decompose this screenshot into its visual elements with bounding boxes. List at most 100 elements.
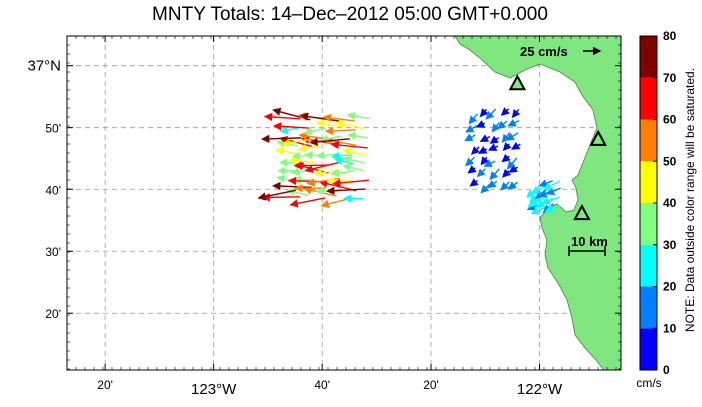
current-vector <box>289 197 326 208</box>
colorbar-segment <box>640 161 657 203</box>
current-vector <box>487 143 499 151</box>
current-vector <box>487 179 498 189</box>
colorbar-segment <box>640 244 657 287</box>
current-vector <box>324 126 356 136</box>
chart-title: MNTY Totals: 14–Dec–2012 05:00 GMT+0.000 <box>152 4 548 25</box>
current-vector <box>288 156 316 165</box>
current-vector <box>483 159 496 167</box>
current-vector <box>469 178 479 187</box>
current-vector <box>502 168 511 178</box>
current-vector <box>508 164 519 173</box>
x-tick-label: 40' <box>314 378 330 392</box>
colorbar-segment <box>640 203 657 245</box>
colorbar-segment <box>640 286 657 329</box>
colorbar-note: NOTE: Data outside color range will be s… <box>683 68 697 332</box>
current-vector <box>272 122 310 131</box>
current-vector <box>335 119 364 130</box>
current-vector <box>502 141 512 152</box>
colorbar-tick-label: 60 <box>663 113 677 127</box>
current-vector <box>505 132 519 141</box>
current-vector <box>489 168 500 181</box>
site-south-marker <box>573 204 591 221</box>
site-east-marker <box>589 129 607 146</box>
current-vector <box>342 147 368 157</box>
current-vector <box>507 118 520 127</box>
colorbar-tick-label: 40 <box>663 196 677 210</box>
current-vector <box>507 181 519 190</box>
y-tick-label: 37°N <box>27 58 61 75</box>
scale-vector-label: 25 cm/s <box>520 44 568 59</box>
colorbar-segment <box>640 77 657 120</box>
scale-bar: 10 km <box>568 234 608 256</box>
scale-vector: 25 cm/s <box>520 44 602 59</box>
current-vectors <box>257 107 561 215</box>
current-vector <box>541 196 561 205</box>
radar-sites <box>508 74 607 221</box>
current-vector <box>468 113 478 125</box>
colorbar-segment <box>640 119 657 162</box>
current-vector <box>464 133 476 142</box>
colorbar-unit: cm/s <box>636 376 661 390</box>
current-vector <box>279 125 299 135</box>
current-vector <box>322 113 355 123</box>
current-vector <box>326 186 366 196</box>
current-vector <box>465 124 478 133</box>
current-vector <box>501 153 511 163</box>
colorbar-tick-label: 30 <box>663 238 677 252</box>
x-tick-label: 122°W <box>517 381 563 398</box>
current-vector <box>346 111 370 121</box>
current-vector <box>544 204 561 213</box>
colorbar-tick-label: 20 <box>663 280 677 294</box>
coastline-land <box>454 36 621 370</box>
colorbar-tick-label: 70 <box>663 71 677 85</box>
scale-bar-label: 10 km <box>571 234 608 249</box>
colorbar-segment <box>640 328 657 370</box>
current-vector <box>476 168 486 178</box>
current-vector <box>465 156 475 167</box>
current-vector <box>470 146 480 155</box>
current-vector <box>500 107 510 116</box>
current-vector <box>303 127 326 136</box>
current-vector <box>263 112 301 122</box>
current-vector <box>261 193 301 202</box>
site-north-marker <box>508 74 527 91</box>
colorbar-segment <box>640 36 657 78</box>
current-vector <box>309 137 350 147</box>
colorbar-tick-label: 50 <box>663 154 677 168</box>
current-vector <box>467 165 477 174</box>
current-vector <box>332 178 370 188</box>
y-tick-label: 40' <box>45 183 61 197</box>
current-vector <box>497 120 508 130</box>
current-vector <box>511 108 521 119</box>
current-vector <box>330 140 368 150</box>
colorbar-tick-label: 10 <box>663 321 677 335</box>
plot-frame <box>66 35 622 371</box>
current-vector <box>510 141 521 150</box>
current-vector <box>257 189 296 201</box>
x-tick-label: 20' <box>97 378 113 392</box>
y-tick-label: 30' <box>45 245 61 259</box>
y-tick-label: 50' <box>45 122 61 136</box>
current-vector <box>475 120 486 128</box>
current-vector <box>299 112 339 122</box>
current-vector <box>319 134 341 143</box>
current-vector <box>506 157 518 170</box>
current-vector <box>489 135 500 144</box>
current-vector <box>272 181 312 191</box>
current-vector <box>342 155 365 164</box>
current-vector <box>479 134 491 142</box>
current-vector <box>542 180 561 191</box>
colorbar-tick-label: 0 <box>663 363 670 377</box>
colorbar: 0 10 20 30 40 50 60 70 80 cm/s <box>636 29 676 390</box>
colorbar-tick-label: 80 <box>663 29 677 43</box>
current-vector <box>297 143 324 153</box>
current-vector <box>347 131 368 141</box>
x-tick-label: 123°W <box>191 381 237 398</box>
current-vector <box>281 138 311 148</box>
current-vector <box>342 163 364 172</box>
sea-area <box>67 36 621 370</box>
current-vector <box>260 134 302 144</box>
current-vector <box>485 108 497 120</box>
x-tick-label: 20' <box>423 378 439 392</box>
